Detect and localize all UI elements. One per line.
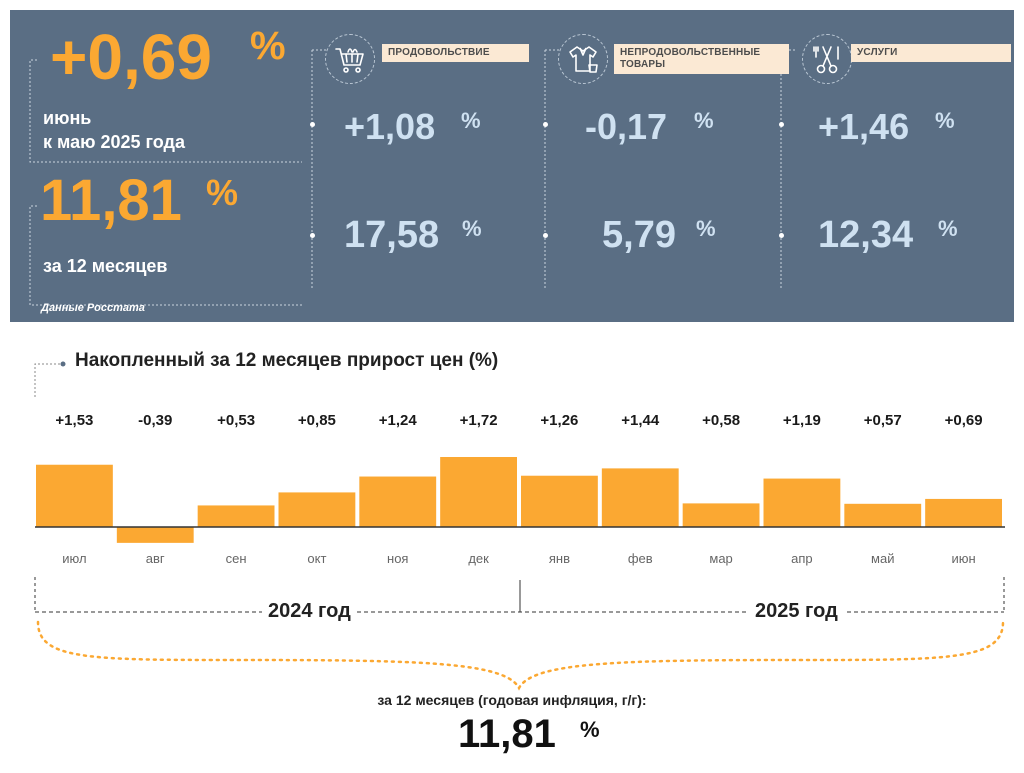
category-nonfood-icon-circle — [558, 34, 608, 84]
category-food-icon-circle — [325, 34, 375, 84]
source-note: Данные Росстата — [41, 302, 145, 314]
category-services-monthly-pct: % — [935, 108, 955, 133]
category-nonfood-name-line2: ТОВАРЫ — [620, 59, 666, 70]
bar-дек — [440, 457, 517, 527]
month-label-июн: июн — [951, 551, 975, 566]
category-services-monthly-value: +1,46 — [818, 106, 910, 147]
panel-connectors — [29, 49, 795, 306]
month-label-авг: авг — [146, 551, 165, 566]
bar-янв — [521, 475, 598, 527]
bar-сен — [197, 505, 275, 527]
category-nonfood-monthly-pct: % — [694, 108, 714, 133]
bar-июл — [36, 464, 113, 527]
category-food-monthly-pct: % — [461, 108, 481, 133]
value-label-дек: +1,72 — [460, 412, 498, 429]
annual-inflation-value: 11,81 — [40, 168, 182, 233]
category-services-name: УСЛУГИ — [857, 47, 898, 58]
month-label-сен: сен — [226, 551, 247, 566]
annual-caption: за 12 месяцев — [43, 256, 168, 276]
bar-chart: +1,53 июл -0,39 авг +0,53 сен +0,85 окт +1,24 ноя… — [35, 412, 1005, 566]
value-label-сен: +0,53 — [217, 412, 255, 429]
value-label-апр: +1,19 — [783, 412, 821, 429]
month-label-фев: фев — [628, 551, 653, 566]
annual-bracket — [29, 205, 302, 306]
month-label-май: май — [871, 551, 894, 566]
annual-brace — [36, 620, 1005, 691]
annual-inflation-pct: % — [206, 172, 239, 213]
category-food-annual-value: 17,58 — [344, 214, 440, 256]
title-bracket — [34, 363, 60, 397]
month-label-дек: дек — [468, 551, 489, 566]
annual-inflation-total-pct: % — [580, 717, 600, 742]
bar-авг — [116, 527, 194, 543]
category-nonfood-name-line1: НЕПРОДОВОЛЬСТВЕННЫЕ — [620, 47, 761, 58]
month-label-ноя: ноя — [387, 551, 408, 566]
category-services-annual-value: 12,34 — [818, 214, 914, 256]
shopping-cart-icon — [335, 48, 364, 73]
category-services-annual-marker — [779, 233, 784, 238]
value-label-июл: +1,53 — [55, 412, 93, 429]
category-services-label: УСЛУГИ — [851, 44, 1011, 62]
bar-мар — [682, 503, 760, 527]
title-bullet — [60, 361, 66, 367]
annual-inflation-total: 11,81 — [458, 712, 556, 756]
value-label-ноя: +1,24 — [379, 412, 418, 429]
month-label-июл: июл — [62, 551, 86, 566]
bar-фев — [601, 468, 679, 527]
category-nonfood-label: НЕПРОДОВОЛЬСТВЕННЫЕ ТОВАРЫ — [614, 44, 789, 74]
monthly-bracket — [29, 59, 302, 163]
annual-inflation-caption: за 12 месяцев (годовая инфляция, г/г): — [377, 692, 647, 708]
year-label-2024: 2024 год — [262, 600, 357, 623]
category-food-monthly-marker — [310, 122, 315, 127]
category-food-monthly-value: +1,08 — [344, 106, 436, 147]
month-label-янв: янв — [549, 551, 570, 566]
value-label-май: +0,57 — [864, 412, 902, 429]
category-services-monthly-marker — [779, 122, 784, 127]
monthly-inflation-pct: % — [250, 24, 286, 68]
monthly-caption-line2: к маю 2025 года — [43, 132, 185, 152]
monthly-inflation-value: +0,69 — [50, 21, 212, 93]
category-nonfood-monthly-marker — [543, 122, 548, 127]
monthly-caption-line1: июнь — [43, 108, 92, 128]
value-label-авг: -0,39 — [138, 412, 172, 429]
value-label-окт: +0,85 — [298, 412, 336, 429]
scissors-icon — [813, 46, 839, 74]
category-nonfood-monthly-value: -0,17 — [585, 106, 668, 147]
chart-title: Накопленный за 12 месяцев прирост цен (%… — [75, 350, 499, 371]
month-label-окт: окт — [307, 551, 326, 566]
bar-окт — [278, 492, 356, 527]
category-nonfood-annual-marker — [543, 233, 548, 238]
category-nonfood-annual-value: 5,79 — [602, 214, 676, 256]
category-nonfood-annual-pct: % — [696, 216, 716, 241]
value-label-фев: +1,44 — [621, 412, 660, 429]
month-label-мар: мар — [709, 551, 732, 566]
clothes-icon — [569, 46, 598, 73]
category-food-name: ПРОДОВОЛЬСТВИЕ — [388, 47, 490, 58]
year-label-2025: 2025 год — [749, 600, 844, 623]
value-label-мар: +0,58 — [702, 412, 740, 429]
category-services-annual-pct: % — [938, 216, 958, 241]
value-label-июн: +0,69 — [945, 412, 983, 429]
bar-май — [844, 503, 922, 527]
month-label-апр: апр — [791, 551, 813, 566]
bar-ноя — [359, 476, 437, 527]
bar-апр — [763, 478, 841, 527]
category-food-label: ПРОДОВОЛЬСТВИЕ — [382, 44, 529, 62]
summary-panel: +0,69 % июнь к маю 2025 года 11,81 % за … — [10, 10, 1014, 322]
category-food-annual-pct: % — [462, 216, 482, 241]
bar-июн — [925, 498, 1002, 527]
category-food-annual-marker — [310, 233, 315, 238]
value-label-янв: +1,26 — [540, 412, 578, 429]
